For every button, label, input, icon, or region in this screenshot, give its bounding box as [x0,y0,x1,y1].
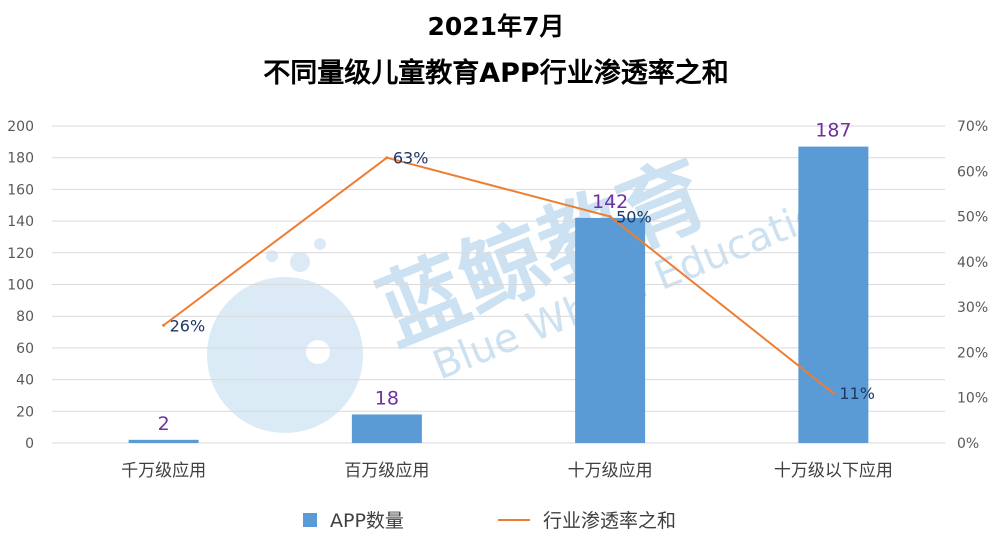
left-axis-tick: 40 [16,373,34,389]
line-point [385,156,389,160]
whale-logo-drop-icon [290,252,310,272]
legend-bar-swatch [303,513,317,527]
bar [575,217,646,443]
right-axis-tick: 50% [957,210,988,226]
bar-data-label: 2 [158,413,170,435]
line-point [608,215,612,219]
bar [128,439,199,443]
line-data-label: 63% [393,149,429,168]
watermark: 蓝鲸教育 Blue Whale Education [207,143,850,433]
line-path [163,156,834,394]
right-axis-tick: 20% [957,345,988,361]
left-axis-tick: 100 [7,278,34,294]
line-data-label: 50% [616,208,652,227]
line-point [831,391,835,395]
category-label: 十万级应用 [568,461,653,481]
left-axis-tick: 180 [7,151,34,167]
left-axis-tick: 160 [7,182,34,198]
line-data-label: 26% [170,316,206,335]
right-axis: 0% 10% 20% 30% 40% 50% 60% 70% [957,119,988,452]
right-axis-tick: 0% [957,436,979,452]
right-axis-tick: 60% [957,164,988,180]
left-axis-tick: 20 [16,404,34,420]
line-series: 26% 63% 50% 11% [162,149,875,403]
legend: APP数量 行业渗透率之和 [303,510,676,532]
chart-title-line1: 2021年7月 [428,12,565,41]
bar-data-label: 187 [815,120,851,142]
left-axis-tick: 200 [7,119,34,135]
legend-line-label: 行业渗透率之和 [543,510,676,532]
left-axis-tick: 0 [25,436,34,452]
bar-data-label: 142 [592,191,628,213]
category-axis: 千万级应用 百万级应用 十万级应用 十万级以下应用 [121,461,893,481]
right-axis-tick: 10% [957,391,988,407]
left-axis-tick: 80 [16,309,34,325]
whale-logo-drop-icon [266,250,278,262]
bar [351,414,422,443]
category-label: 百万级应用 [344,461,429,481]
bar-data-label: 18 [375,387,399,409]
whale-logo-icon [207,277,363,433]
line-data-label: 11% [839,384,875,403]
left-axis: 0 20 40 60 80 100 120 140 160 180 200 [7,119,34,452]
category-label: 千万级应用 [121,461,206,481]
whale-logo-eye-icon [306,340,330,364]
chart-title-line2: 不同量级儿童教育APP行业渗透率之和 [263,57,728,89]
left-axis-tick: 60 [16,341,34,357]
right-axis-tick: 70% [957,119,988,135]
category-label: 十万级以下应用 [774,461,893,481]
legend-bar-label: APP数量 [330,510,404,532]
left-axis-tick: 140 [7,214,34,230]
grid [52,125,945,444]
left-axis-tick: 120 [7,246,34,262]
line-point [162,323,166,327]
right-axis-tick: 40% [957,255,988,271]
whale-logo-drop-icon [314,238,326,250]
right-axis-tick: 30% [957,300,988,316]
